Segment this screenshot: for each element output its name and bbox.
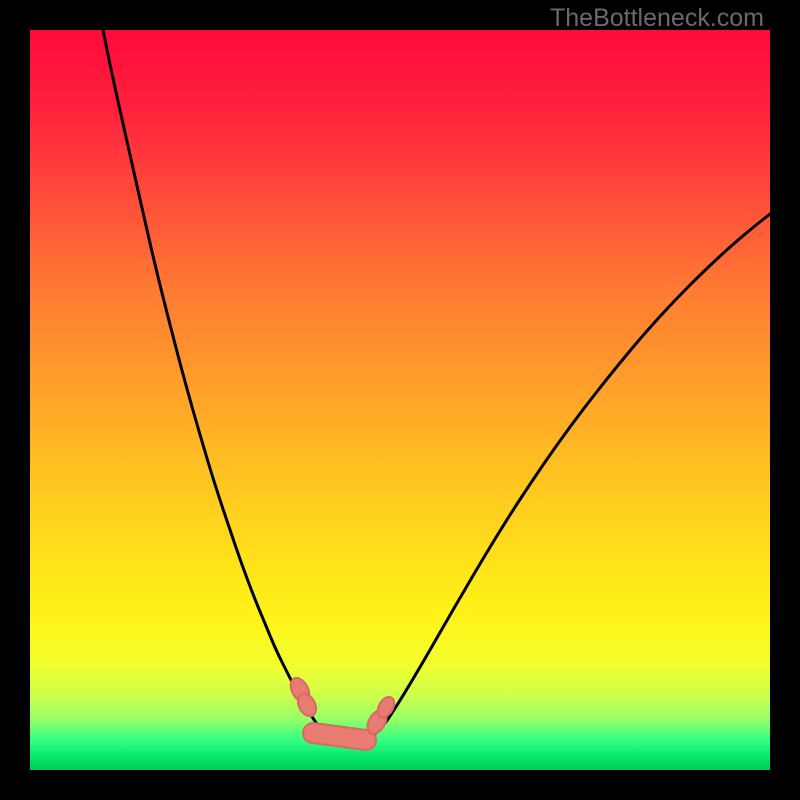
watermark-text: TheBottleneck.com (550, 4, 764, 33)
bottleneck-curve (103, 30, 770, 746)
valley-markers (287, 675, 398, 740)
plot-area (30, 30, 770, 770)
curve-layer (30, 30, 770, 770)
